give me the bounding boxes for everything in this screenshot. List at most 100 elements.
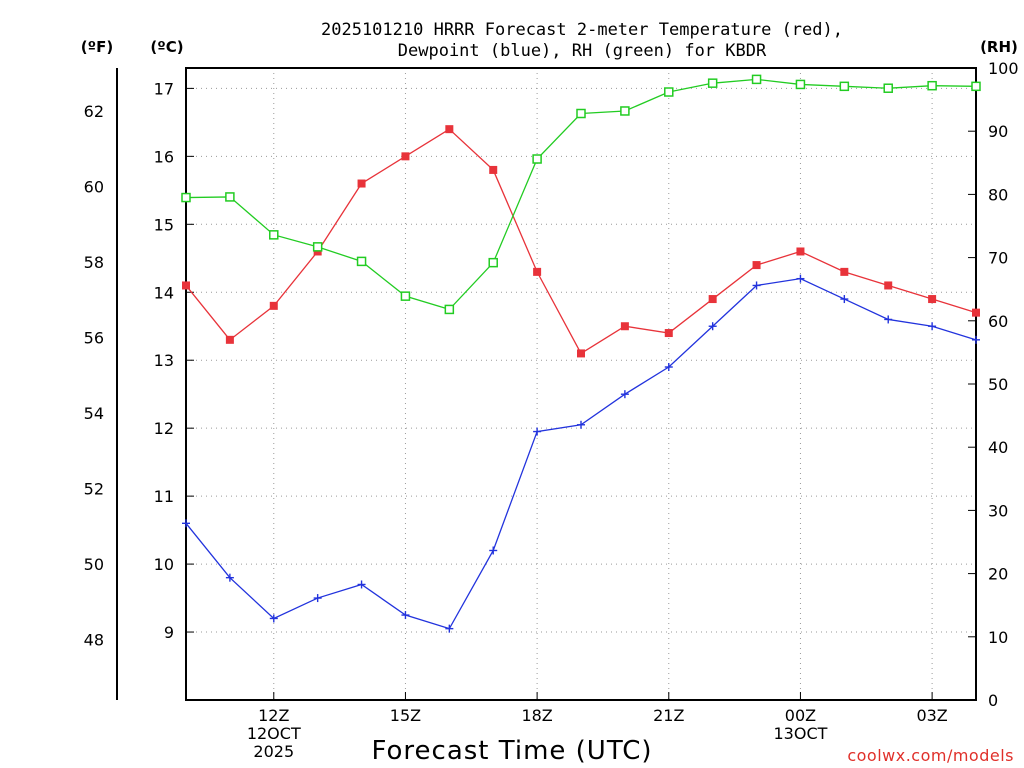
dewpoint-point [225, 573, 234, 582]
temperature-line [185, 128, 977, 355]
fahrenheit-tick-label: 58 [84, 253, 104, 272]
celsius-tick-label: 17 [154, 79, 174, 98]
rh-point [839, 81, 850, 92]
rh-axis: 0 10 20 30 40 50 60 70 80 90 100 [968, 59, 1019, 710]
series-rh [181, 74, 981, 315]
time-tick-label: 13OCT [773, 724, 827, 743]
dewpoint-point [620, 390, 629, 399]
dewpoint-point [357, 580, 366, 589]
dewpoint-point [313, 594, 322, 603]
temperature-point [225, 335, 234, 344]
rh-point [927, 80, 937, 91]
chart-title: 2025101210 HRRR Forecast 2-meter Tempera… [321, 20, 843, 61]
celsius-tick-label: 13 [154, 351, 174, 370]
rh-tick-label: 70 [988, 249, 1008, 268]
rh-point [312, 242, 323, 252]
temperature-point [445, 125, 454, 134]
celsius-tick-label: 9 [164, 623, 174, 642]
fahrenheit-tick-label: 56 [84, 329, 104, 348]
fahrenheit-axis-unit: (ºF) [81, 38, 113, 56]
rh-point [620, 106, 630, 116]
celsius-tick-label: 11 [154, 487, 174, 506]
temperature-point [884, 281, 893, 290]
rh-point [269, 230, 279, 240]
temperature-point [796, 247, 805, 256]
time-tick-label: 2025 [253, 742, 294, 761]
dewpoint-point [884, 315, 893, 324]
celsius-tick-label: 12 [154, 419, 174, 438]
rh-tick-label: 0 [988, 691, 998, 710]
rh-point [488, 257, 498, 268]
fahrenheit-axis: 48 50 52 54 56 58 60 62 [84, 102, 104, 650]
fahrenheit-tick-label: 48 [84, 631, 104, 650]
temperature-point [489, 165, 498, 174]
time-tick-label: 18Z [521, 706, 552, 725]
dewpoint-point [577, 420, 585, 429]
fahrenheit-tick-label: 50 [84, 555, 104, 574]
fahrenheit-tick-label: 54 [84, 404, 104, 423]
dewpoint-point [445, 624, 454, 633]
rh-tick-label: 60 [988, 312, 1008, 331]
series-dewpoint [182, 274, 980, 633]
time-tick-label: 03Z [916, 706, 947, 725]
dewpoint-point [972, 335, 980, 344]
rh-point [532, 154, 542, 164]
dewpoint-point [752, 281, 761, 290]
site-credit: coolwx.com/models [847, 746, 1014, 765]
rh-tick-label: 10 [988, 628, 1008, 647]
gridlines [186, 68, 976, 700]
dewpoint-point [182, 519, 190, 528]
rh-point [225, 192, 235, 202]
dewpoint-point [664, 363, 673, 372]
temperature-point [840, 267, 849, 276]
dewpoint-point [796, 274, 805, 283]
rh-point [576, 108, 586, 119]
temperature-point [182, 281, 190, 290]
temperature-point [752, 261, 761, 270]
time-tick-label: 12OCT [247, 724, 301, 743]
rh-tick-label: 20 [988, 565, 1008, 584]
rh-axis-unit: (RH) [980, 38, 1018, 56]
temperature-point [357, 179, 366, 188]
celsius-axis: 9 10 11 12 13 14 15 16 17 [154, 79, 194, 642]
rh-point [751, 74, 762, 85]
rh-point [356, 256, 367, 267]
series-temperature [182, 125, 980, 358]
temperature-point [269, 301, 278, 310]
rh-tick-label: 80 [988, 185, 1008, 204]
celsius-tick-label: 16 [154, 147, 174, 166]
rh-point [664, 87, 674, 97]
rh-tick-label: 90 [988, 122, 1008, 141]
celsius-tick-label: 10 [154, 555, 174, 574]
temperature-point [620, 322, 629, 331]
celsius-axis-unit: (ºC) [150, 38, 183, 56]
rh-point [181, 192, 191, 203]
temperature-point [972, 308, 980, 317]
temperature-point [401, 152, 410, 161]
temperature-point [928, 295, 937, 304]
rh-tick-label: 100 [988, 59, 1019, 78]
rh-point [444, 304, 455, 315]
plot-frame [185, 67, 977, 701]
dewpoint-point [708, 322, 717, 331]
rh-point [707, 78, 718, 88]
rh-point [795, 79, 806, 90]
temperature-point [708, 295, 717, 304]
rh-point [971, 81, 981, 92]
time-tick-label: 12Z [258, 706, 289, 725]
chart-title-line-2: Dewpoint (blue), RH (green) for KBDR [398, 41, 767, 61]
temperature-point [533, 267, 542, 276]
dewpoint-point [401, 611, 410, 620]
temperature-point [664, 329, 673, 338]
dewpoint-point [533, 427, 542, 436]
time-tick-label: 00Z [785, 706, 816, 725]
dewpoint-line [185, 277, 977, 630]
rh-point [400, 291, 411, 301]
time-tick-label: 15Z [390, 706, 421, 725]
fahrenheit-tick-label: 52 [84, 480, 104, 499]
dewpoint-point [928, 322, 937, 331]
dewpoint-point [489, 546, 498, 555]
dewpoint-point [269, 614, 278, 623]
celsius-tick-label: 14 [154, 283, 174, 302]
